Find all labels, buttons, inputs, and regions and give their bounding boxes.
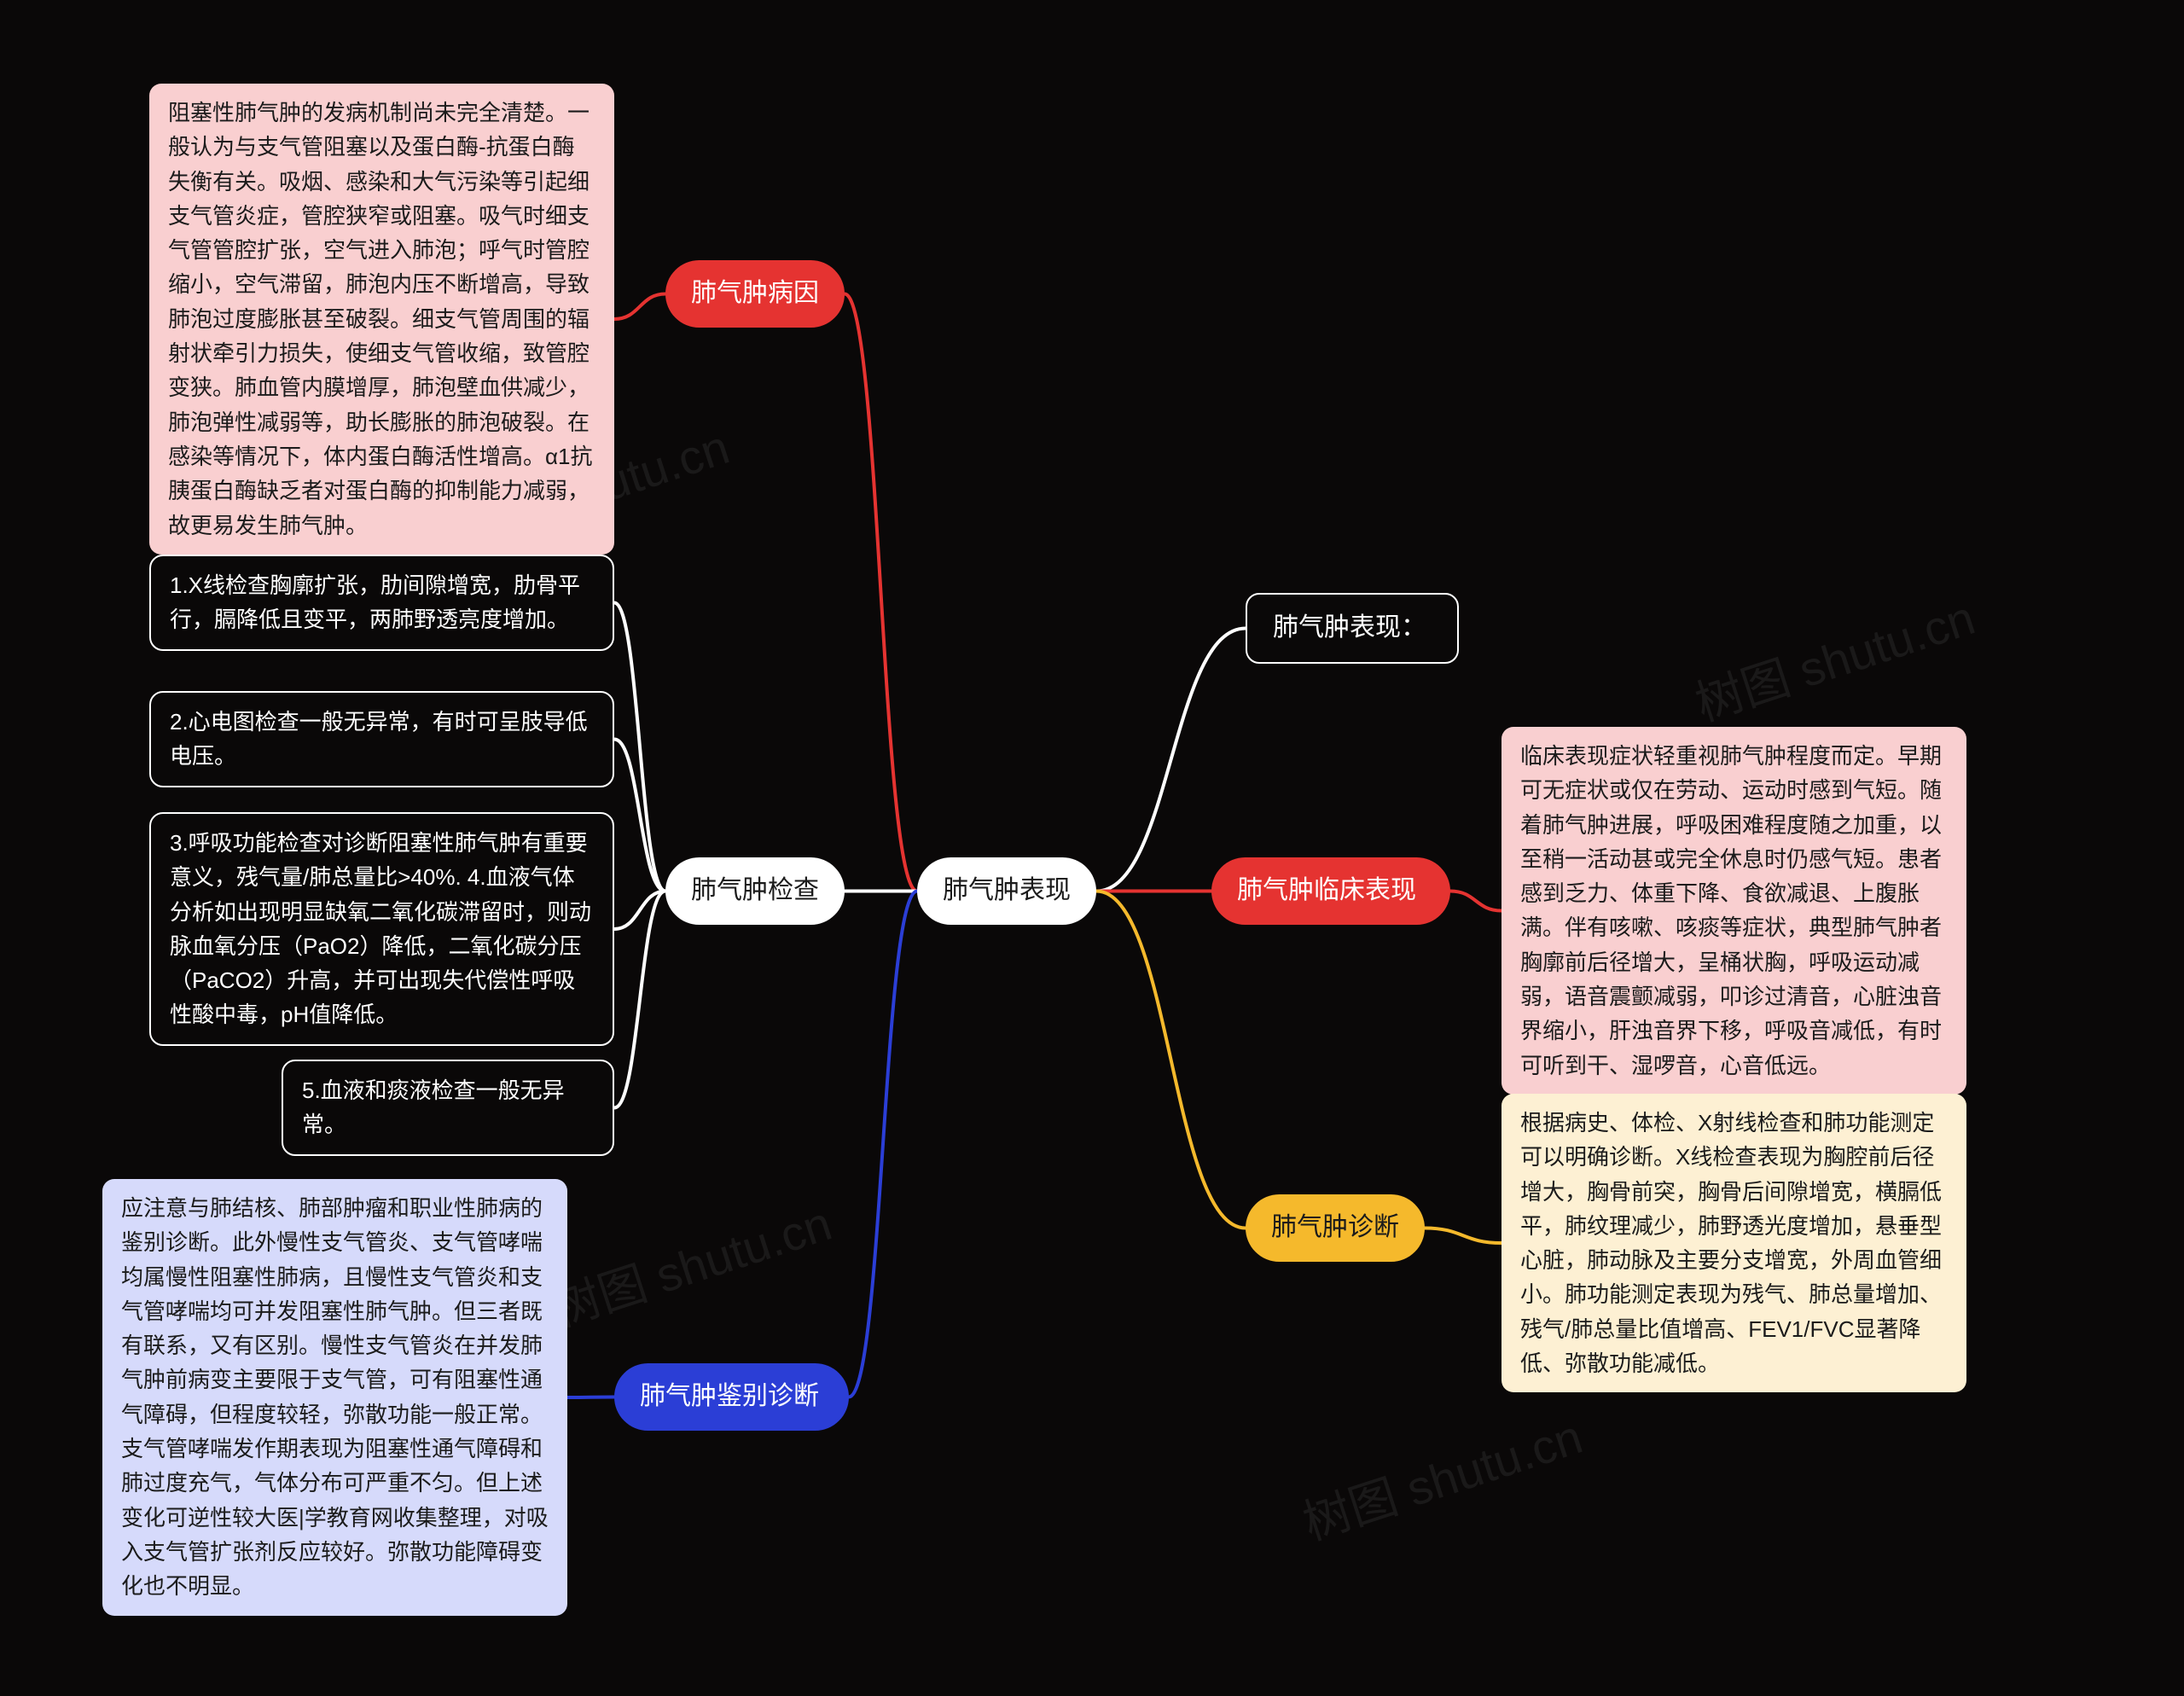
edge <box>1096 629 1246 892</box>
node-root[interactable]: 肺气肿表现 <box>917 857 1096 925</box>
watermark: 树图 shutu.cn <box>1686 580 1983 735</box>
node-n_clinic[interactable]: 肺气肿临床表现 <box>1211 857 1450 925</box>
edge <box>614 294 665 320</box>
edge <box>1450 892 1502 911</box>
node-n_clinic_d[interactable]: 临床表现症状轻重视肺气肿程度而定。早期可无症状或仅在劳动、运动时感到气短。随着肺… <box>1502 727 1966 1095</box>
edge <box>845 294 917 892</box>
node-n_cause[interactable]: 肺气肿病因 <box>665 260 845 328</box>
edge <box>1096 892 1246 1228</box>
node-n_cause_d[interactable]: 阻塞性肺气肿的发病机制尚未完全清楚。一般认为与支气管阻塞以及蛋白酶-抗蛋白酶失衡… <box>149 84 614 555</box>
node-n_diff[interactable]: 肺气肿鉴别诊断 <box>614 1363 849 1431</box>
node-n_check3[interactable]: 3.呼吸功能检查对诊断阻塞性肺气肿有重要意义，残气量/肺总量比>40%. 4.血… <box>149 812 614 1046</box>
edge <box>614 603 665 892</box>
node-n_check1[interactable]: 1.X线检查胸廓扩张，肋间隙增宽，肋骨平行，膈降低且变平，两肺野透亮度增加。 <box>149 555 614 651</box>
edge <box>614 740 665 892</box>
edge <box>849 892 917 1397</box>
node-n_check4[interactable]: 5.血液和痰液检查一般无异常。 <box>282 1060 614 1156</box>
node-n_diff_d[interactable]: 应注意与肺结核、肺部肿瘤和职业性肺病的鉴别诊断。此外慢性支气管炎、支气管哮喘均属… <box>102 1179 567 1616</box>
edge <box>614 892 665 1108</box>
watermark: 树图 shutu.cn <box>543 1186 839 1341</box>
node-n_check[interactable]: 肺气肿检查 <box>665 857 845 925</box>
node-n_check2[interactable]: 2.心电图检查一般无异常，有时可呈肢导低电压。 <box>149 691 614 787</box>
edge <box>567 1397 614 1398</box>
edge <box>614 892 665 930</box>
node-n_diag[interactable]: 肺气肿诊断 <box>1246 1194 1425 1262</box>
edge <box>1425 1228 1502 1244</box>
node-n_diag_d[interactable]: 根据病史、体检、X射线检查和肺功能测定可以明确诊断。X线检查表现为胸腔前后径增大… <box>1502 1094 1966 1392</box>
node-n_biaoxian[interactable]: 肺气肿表现： <box>1246 593 1459 664</box>
watermark: 树图 shutu.cn <box>1293 1399 1590 1554</box>
mindmap-canvas: 树图 shutu.cn树图 shutu.cn树图 shutu.cn树图 shut… <box>0 0 2184 1696</box>
